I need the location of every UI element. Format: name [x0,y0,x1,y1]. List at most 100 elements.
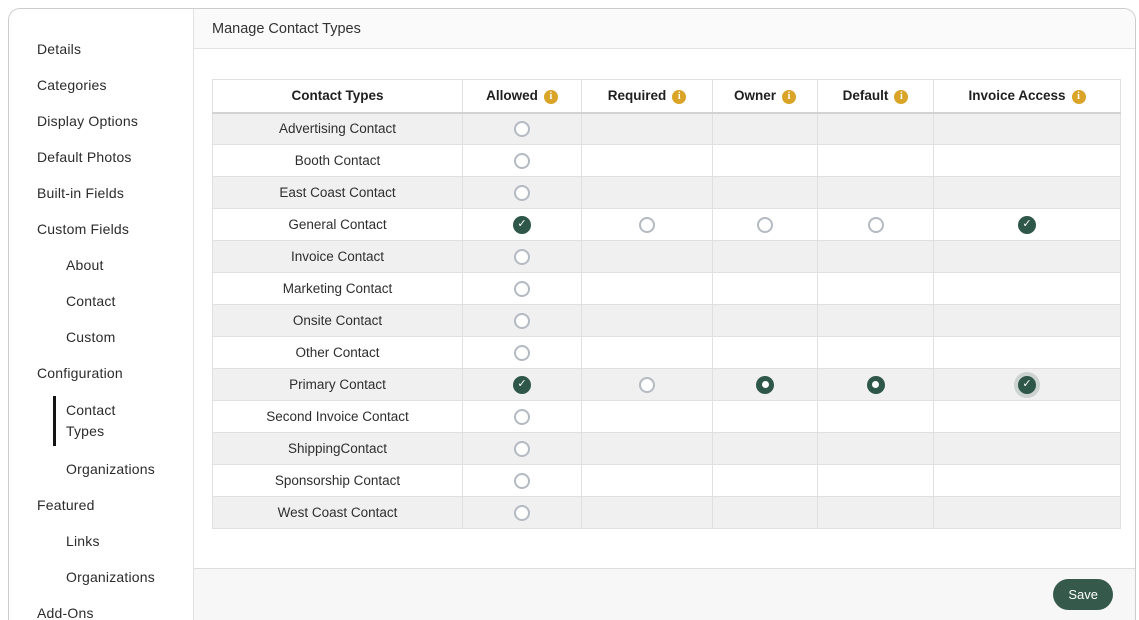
cell-invoice-access [933,272,1121,305]
checkbox-unchecked[interactable] [514,312,530,329]
cell-allowed [462,176,582,209]
cell-invoice-access: ✓ [933,208,1121,241]
cell-invoice-access [933,496,1121,529]
cell-invoice-access: ✓ [933,368,1121,401]
cell-required [581,464,713,497]
checkbox-unchecked[interactable] [514,504,530,521]
sidebar-item-built-in-fields[interactable]: Built-in Fields [37,185,125,201]
info-icon[interactable]: i [672,89,687,104]
checkbox-unchecked[interactable] [514,472,530,489]
cell-default [817,432,934,465]
radio-dot [761,381,769,388]
checkbox-unchecked[interactable] [514,440,530,457]
cell-allowed: ✓ [462,368,582,401]
sidebar-item-organizations[interactable]: Organizations [66,569,155,585]
cell-default [817,304,934,337]
table-body: Advertising Contact Booth Contact East Coa… [212,112,1121,529]
checkbox-checked[interactable]: ✓ [513,375,531,394]
sidebar-item-links[interactable]: Links [66,533,100,549]
cell-owner [712,176,818,209]
cell-default [817,112,934,145]
footer-bar: Save [194,568,1135,620]
cell-default [817,144,934,177]
cell-owner [712,144,818,177]
contact-type-label: Onsite Contact [212,304,463,337]
table-row-second-invoice-contact: Second Invoice Contact [212,400,1121,433]
table-row-onsite-contact: Onsite Contact [212,304,1121,337]
table-row-sponsorship-contact: Sponsorship Contact [212,464,1121,497]
checkbox-unchecked[interactable] [514,120,530,137]
table-row-general-contact: General Contact ✓ ✓ [212,208,1121,241]
table-row-booth-contact: Booth Contact [212,144,1121,177]
cell-default [817,400,934,433]
checkbox-unchecked[interactable] [639,216,655,233]
cell-invoice-access [933,176,1121,209]
column-header-owner: Owner i [712,79,818,114]
checkbox-unchecked[interactable] [639,376,655,393]
info-icon[interactable]: i [894,89,909,104]
checkbox-unchecked[interactable] [514,408,530,425]
checkbox-checked-focused[interactable]: ✓ [1018,375,1036,394]
info-icon[interactable]: i [543,89,558,104]
checkbox-unchecked[interactable] [757,216,773,233]
sidebar-item-custom[interactable]: Custom [66,329,116,345]
checkbox-unchecked[interactable] [514,344,530,361]
checkbox-unchecked[interactable] [867,216,884,233]
column-label: Owner [733,88,776,103]
cell-owner [712,240,818,273]
cell-required [581,432,713,465]
sidebar-item-featured[interactable]: Featured [37,497,95,513]
sidebar-item-categories[interactable]: Categories [37,77,107,93]
info-icon[interactable]: i [782,89,796,104]
table-row-primary-contact: Primary Contact ✓ ✓ [212,368,1121,401]
cell-invoice-access [933,464,1121,497]
column-header-required: Required i [581,79,713,114]
checkbox-checked[interactable]: ✓ [513,215,531,234]
contact-type-label: Marketing Contact [212,272,463,305]
sidebar-item-about[interactable]: About [66,257,104,273]
cell-default [817,208,934,241]
checkbox-unchecked[interactable] [514,152,530,169]
column-header-default: Default i [817,79,934,114]
cell-allowed [462,144,582,177]
info-icon[interactable]: i [1071,89,1086,104]
column-label: Allowed [486,88,538,103]
sidebar-item-add-ons[interactable]: Add-Ons [37,605,94,620]
cell-invoice-access [933,240,1121,273]
cell-required [581,208,713,241]
cell-required [581,368,713,401]
sidebar-item-configuration[interactable]: Configuration [37,365,123,381]
cell-required [581,496,713,529]
sidebar-item-details[interactable]: Details [37,41,82,57]
checkbox-unchecked[interactable] [514,184,530,201]
radio-selected[interactable] [756,375,774,394]
checkbox-checked[interactable]: ✓ [1018,215,1036,234]
table-row-west-coast-contact: West Coast Contact [212,496,1121,529]
cell-owner [712,400,818,433]
checkbox-unchecked[interactable] [514,280,530,297]
sidebar-item-default-photos[interactable]: Default Photos [37,149,132,165]
cell-invoice-access [933,112,1121,145]
contact-type-label: Primary Contact [212,368,463,401]
cell-allowed [462,400,582,433]
cell-required [581,112,713,145]
cell-owner [712,304,818,337]
sidebar-item-organizations[interactable]: Organizations [66,461,155,477]
sidebar-item-contact[interactable]: Contact [66,293,116,309]
cell-default [817,336,934,369]
cell-allowed [462,272,582,305]
table-row-invoice-contact: Invoice Contact [212,240,1121,273]
cell-invoice-access [933,432,1121,465]
cell-default [817,496,934,529]
checkbox-unchecked[interactable] [514,248,530,265]
sidebar-nav: Details Categories Display Options Default … [9,9,194,620]
sidebar-item-display-options[interactable]: Display Options [37,113,139,129]
radio-selected[interactable] [866,375,885,394]
cell-invoice-access [933,304,1121,337]
cell-allowed [462,336,582,369]
save-button[interactable]: Save [1053,579,1113,610]
cell-default [817,464,934,497]
sidebar-item-custom-fields[interactable]: Custom Fields [37,221,130,237]
table-row-east-coast-contact: East Coast Contact [212,176,1121,209]
sidebar-item-contact-types[interactable]: Contact Types [53,396,143,446]
